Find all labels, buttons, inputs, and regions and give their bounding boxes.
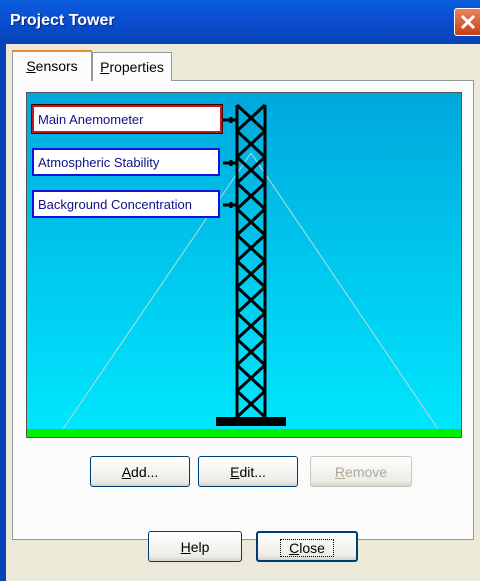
button-label: Help <box>181 539 210 555</box>
close-window-button[interactable] <box>454 8 480 36</box>
button-label: Edit... <box>230 464 266 480</box>
window-border <box>0 44 6 581</box>
ground <box>27 429 462 438</box>
tab[interactable]: Sensors <box>12 50 92 81</box>
help-button[interactable]: Help <box>148 531 242 562</box>
tower-diagram <box>26 92 462 438</box>
dialog: Project Tower Sensors Properties Main An… <box>0 0 480 581</box>
close-icon <box>455 9 480 35</box>
sensor-label[interactable]: Background Concentration <box>32 190 220 218</box>
tab-label: Sensors <box>26 58 77 74</box>
close-button[interactable]: Close <box>256 531 358 562</box>
add-button[interactable]: Add... <box>90 456 190 487</box>
sensor-label[interactable]: Atmospheric Stability <box>32 148 220 176</box>
tab[interactable]: Properties <box>92 52 172 81</box>
sensor-label[interactable]: Main Anemometer <box>32 105 222 133</box>
tab-label: Properties <box>100 59 164 75</box>
button-label: Add... <box>122 464 159 480</box>
button-label: Close <box>281 540 333 556</box>
tower-base <box>216 417 286 426</box>
edit-button[interactable]: Edit... <box>198 456 298 487</box>
remove-button[interactable]: Remove <box>310 456 412 487</box>
window-title: Project Tower <box>10 12 115 30</box>
button-label: Remove <box>335 464 387 480</box>
